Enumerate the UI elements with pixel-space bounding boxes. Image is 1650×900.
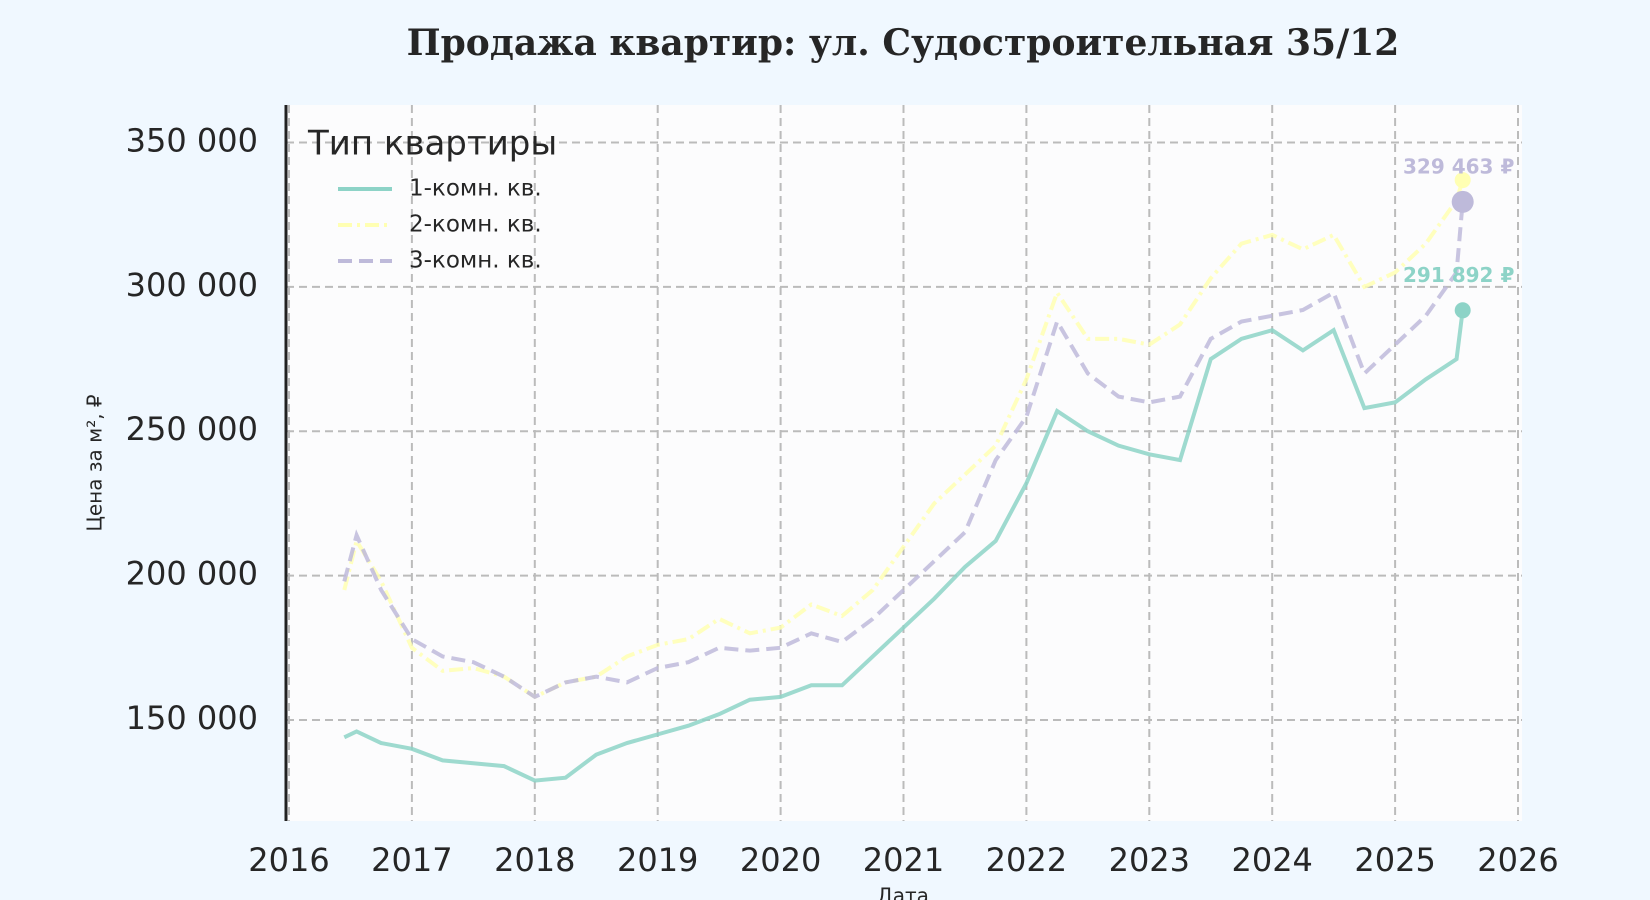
series-line [342, 179, 1465, 700]
x-tick-label: 2024 [1231, 841, 1312, 879]
grid [286, 105, 1522, 821]
x-tick-label: 2025 [1354, 841, 1435, 879]
series-line [342, 201, 1465, 700]
x-tick-label: 2017 [371, 841, 452, 879]
x-tick-label: 2023 [1109, 841, 1190, 879]
x-tick-label: 2016 [248, 841, 329, 879]
legend-label: 3-комн. кв. [409, 248, 542, 274]
annotation: 329 463 ₽ [1403, 154, 1514, 178]
end-marker [1451, 190, 1474, 213]
y-tick-label: 300 000 [126, 266, 258, 304]
y-tick-label: 150 000 [126, 699, 258, 737]
end-marker [1454, 172, 1471, 189]
y-tick-label: 350 000 [126, 122, 258, 160]
lines: 329 463 ₽ 291 892 ₽ [342, 154, 1514, 783]
legend-label: 1-комн. кв. [409, 176, 542, 202]
annotation: 291 892 ₽ [1403, 263, 1514, 287]
y-tick-label: 200 000 [126, 555, 258, 593]
chart-title: Продажа квартир: ул. Судостроительная 35… [407, 22, 1400, 64]
legend-title: Тип квартиры [307, 124, 557, 164]
x-tick-label: 2019 [617, 841, 698, 879]
legend-label: 2-комн. кв. [409, 212, 542, 238]
x-tick-label: 2026 [1477, 841, 1558, 879]
y-axis-label: Цена за м², ₽ [83, 394, 107, 532]
x-tick-label: 2018 [494, 841, 575, 879]
x-tick-label: 2021 [863, 841, 944, 879]
x-tick-label: 2020 [740, 841, 821, 879]
x-axis-label: Дата [877, 884, 929, 900]
end-marker [1454, 302, 1471, 319]
legend: Тип квартиры 1-комн. кв. 2-комн. кв. 3-ком… [307, 124, 557, 274]
y-tick-label: 250 000 [126, 410, 258, 448]
x-tick-label: 2022 [986, 841, 1067, 879]
series-line [343, 310, 1465, 783]
